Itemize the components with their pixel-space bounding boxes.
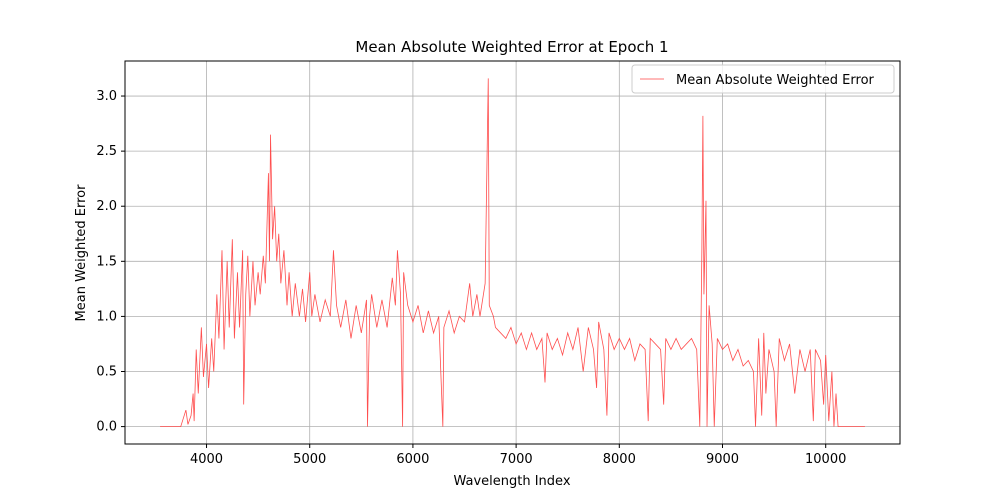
chart-title: Mean Absolute Weighted Error at Epoch 1 — [355, 38, 668, 56]
y-axis-label: Mean Weighted Error — [74, 184, 89, 322]
y-tick-label: 1.0 — [96, 309, 117, 324]
y-tick-label: 3.0 — [96, 89, 117, 104]
x-tick-label: 9000 — [706, 452, 739, 467]
y-tick-label: 2.0 — [96, 199, 117, 214]
y-tick-label: 1.5 — [96, 254, 117, 269]
x-axis-label: Wavelength Index — [453, 474, 570, 489]
plot-frame — [124, 60, 901, 445]
legend-label: Mean Absolute Weighted Error — [676, 73, 875, 88]
x-tick-label: 6000 — [396, 452, 429, 467]
x-tick-label: 7000 — [500, 452, 533, 467]
x-tick-label: 10000 — [805, 452, 846, 467]
data-line — [160, 78, 865, 427]
x-tick-label: 4000 — [190, 452, 223, 467]
y-tick-label: 2.5 — [96, 144, 117, 159]
x-tick-label: 5000 — [293, 452, 326, 467]
y-tick-label: 0.5 — [96, 364, 117, 379]
x-tick-label: 8000 — [603, 452, 636, 467]
legend-box — [631, 64, 895, 94]
y-tick-label: 0.0 — [96, 420, 117, 435]
